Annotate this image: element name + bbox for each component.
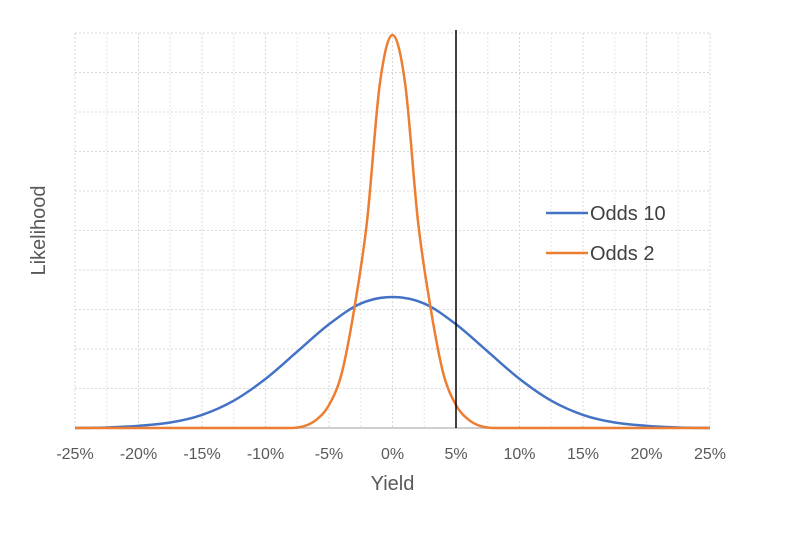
legend-label-2: Odds 2 xyxy=(590,243,654,265)
x-tick-label: -10% xyxy=(247,446,284,463)
x-tick-label: -15% xyxy=(183,446,220,463)
x-tick-label: -25% xyxy=(56,446,93,463)
x-tick-label: 25% xyxy=(694,446,726,463)
x-tick-labels: -25% -20% -15% -10% -5% 0% 5% 10% 15% 20% 25% xyxy=(56,446,726,463)
x-axis-title: Yield xyxy=(371,473,415,495)
series-layer xyxy=(74,33,711,430)
series-line-2 xyxy=(75,33,710,430)
legend: Odds 10 Odds 2 xyxy=(546,203,666,265)
x-tick-label: 5% xyxy=(444,446,467,463)
gridlines xyxy=(74,32,711,428)
y-axis-title: Likelihood xyxy=(28,185,50,275)
x-tick-label: 10% xyxy=(503,446,535,463)
x-tick-label: 15% xyxy=(567,446,599,463)
series-line-1 xyxy=(74,295,711,430)
x-tick-label: 0% xyxy=(381,446,404,463)
x-tick-label: -5% xyxy=(315,446,343,463)
x-tick-label: -20% xyxy=(120,446,157,463)
x-tick-label: 20% xyxy=(630,446,662,463)
legend-label-1: Odds 10 xyxy=(590,203,666,225)
